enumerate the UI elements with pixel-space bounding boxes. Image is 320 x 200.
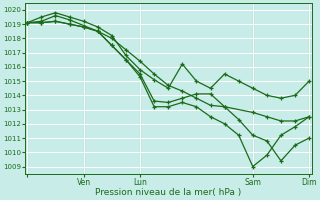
- X-axis label: Pression niveau de la mer( hPa ): Pression niveau de la mer( hPa ): [95, 188, 241, 197]
